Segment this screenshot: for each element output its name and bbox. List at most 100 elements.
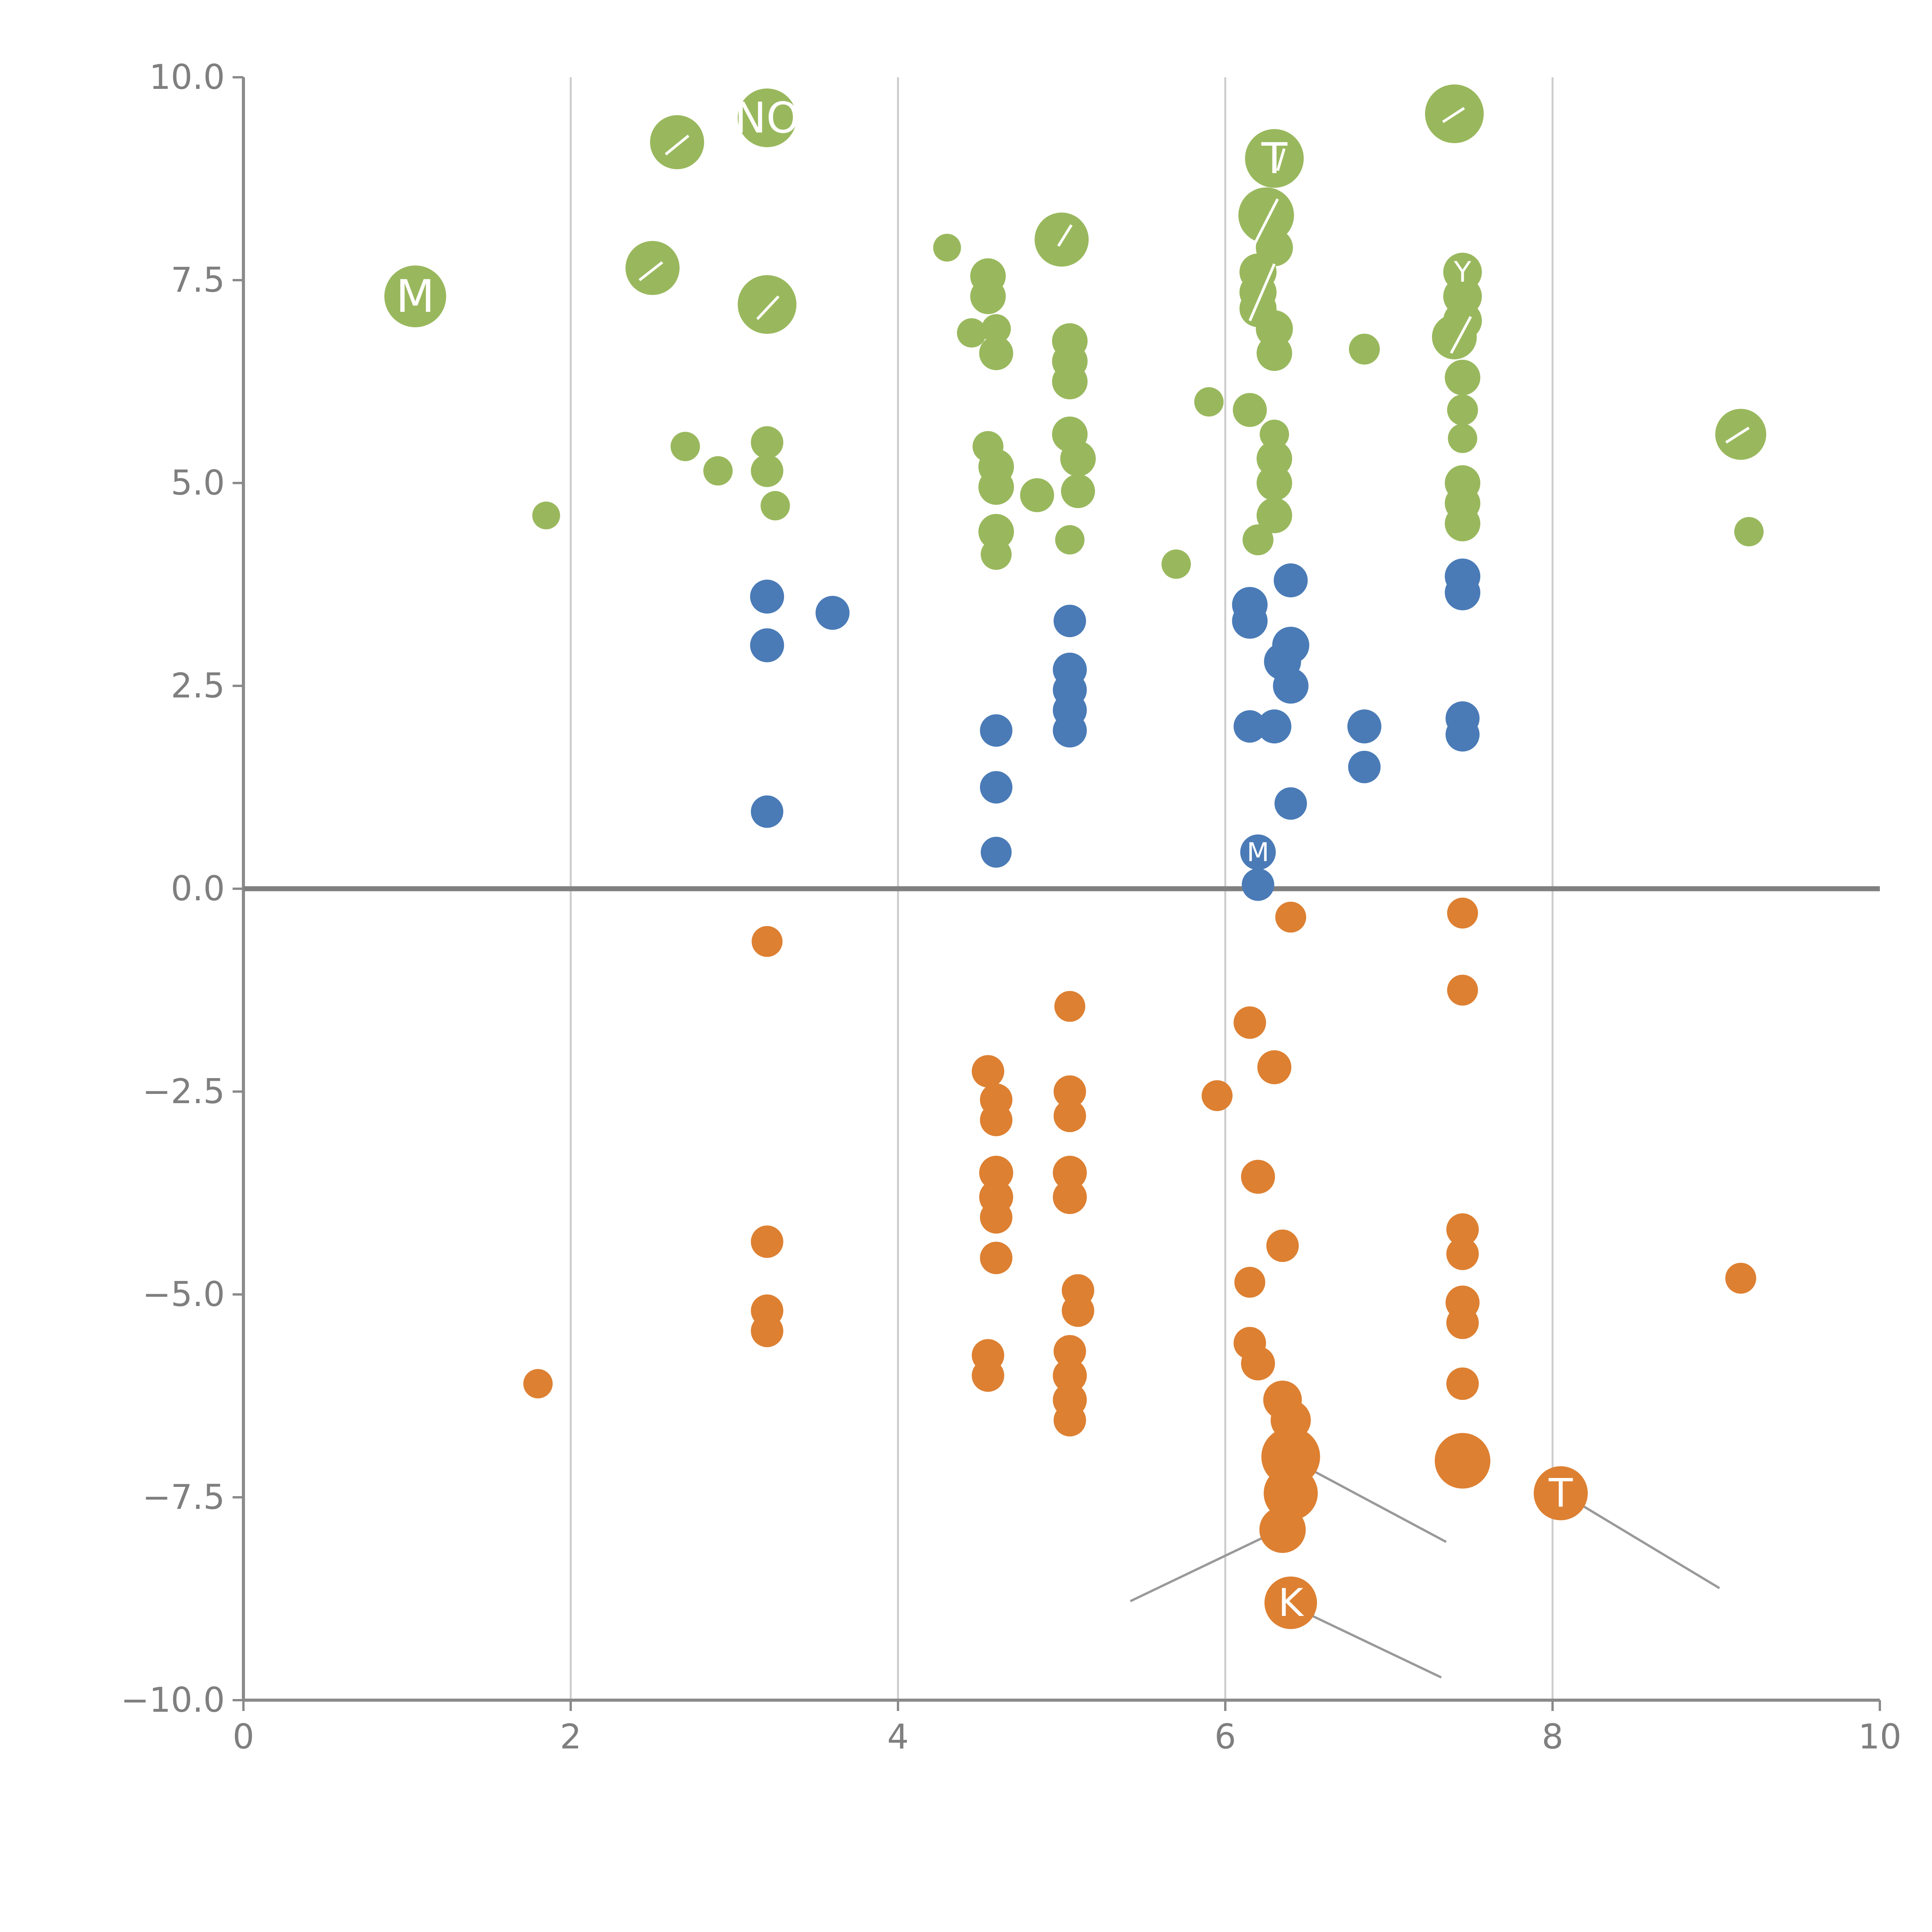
- data-point-green: [760, 491, 790, 520]
- data-point-orange: [980, 1242, 1013, 1274]
- data-point-green: [650, 115, 704, 169]
- data-point-blue: [815, 596, 850, 630]
- bubble-white-tick: [756, 295, 780, 320]
- data-point-blue: [1232, 603, 1268, 639]
- data-point-green: [1445, 360, 1481, 395]
- data-point-orange: [1201, 1080, 1233, 1111]
- x-tick-label: 0: [233, 1717, 254, 1757]
- data-point-orange: [980, 1104, 1013, 1136]
- y-tick-label: 0.0: [171, 869, 225, 908]
- data-point-blue: [1274, 563, 1308, 597]
- data-point-orange: [752, 926, 783, 957]
- data-point-orange: [1446, 1238, 1479, 1270]
- bubble-white-tick: [638, 261, 663, 281]
- data-point-blue: [1347, 709, 1381, 743]
- data-point-orange: [980, 1201, 1013, 1234]
- data-point-orange: [1259, 1507, 1306, 1553]
- bubble-white-tick: [1248, 263, 1276, 321]
- data-point-blue: [750, 580, 784, 614]
- data-point-green: [1061, 474, 1095, 508]
- data-point-orange: [1534, 1466, 1588, 1520]
- data-point-blue: [1233, 710, 1266, 743]
- data-point-blue: [750, 628, 784, 662]
- data-point-green: [1161, 549, 1191, 579]
- data-point-green: [670, 432, 700, 461]
- data-point-orange: [1061, 1294, 1094, 1327]
- data-point-green: [1233, 393, 1267, 427]
- data-point-orange: [1053, 1359, 1087, 1393]
- data-point-green: [703, 456, 733, 486]
- data-point-green: [957, 318, 986, 348]
- data-point-green: [1257, 335, 1293, 371]
- data-point-orange: [751, 1225, 784, 1258]
- data-point-blue: [1348, 751, 1381, 783]
- data-point-orange: [1241, 1346, 1275, 1381]
- data-point-green: [1238, 187, 1294, 243]
- data-point-green: [978, 514, 1014, 549]
- data-point-orange: [1053, 1100, 1086, 1132]
- bubble-label: M: [396, 270, 435, 323]
- data-point-orange: [1241, 1160, 1275, 1194]
- data-point-blue: [1273, 668, 1309, 704]
- data-point-orange: [1233, 1006, 1266, 1039]
- data-point-green: [978, 469, 1014, 505]
- data-point-orange: [1234, 1267, 1265, 1298]
- bubble-label: T: [1548, 1471, 1573, 1517]
- data-point-blue: [1446, 718, 1480, 752]
- y-tick-label: 5.0: [171, 463, 225, 503]
- data-point-orange: [1053, 1075, 1086, 1108]
- data-point-green: [1257, 465, 1293, 501]
- data-point-orange: [1264, 1577, 1317, 1629]
- data-point-blue: [1240, 834, 1276, 870]
- data-point-green: [1020, 478, 1054, 512]
- bubble-label: NO: [735, 93, 800, 143]
- data-point-blue: [751, 795, 784, 828]
- y-tick-label: −5.0: [142, 1274, 225, 1314]
- data-point-blue: [1445, 575, 1481, 611]
- data-point-orange: [1275, 901, 1306, 933]
- data-point-orange: [1264, 1466, 1318, 1520]
- data-point-orange: [971, 1359, 1004, 1392]
- data-point-green: [384, 265, 446, 327]
- bubble-white-tick: [1057, 224, 1073, 247]
- bubble-label: Y: [1454, 256, 1471, 289]
- data-point-orange: [1053, 1335, 1086, 1367]
- data-point-green: [1242, 524, 1274, 555]
- data-point-blue: [980, 771, 1013, 804]
- data-point-green: [979, 336, 1014, 370]
- bubble-white-tick: [1442, 107, 1465, 123]
- bubble-white-tick: [1253, 198, 1279, 245]
- data-point-orange: [1447, 975, 1478, 1006]
- data-point-blue: [1242, 868, 1274, 901]
- data-point-orange: [1446, 1306, 1479, 1339]
- x-tick-label: 6: [1214, 1717, 1236, 1757]
- data-point-green: [1349, 333, 1380, 365]
- annotation-line: [1310, 1614, 1442, 1679]
- data-point-green: [1447, 395, 1478, 425]
- x-tick-label: 4: [887, 1717, 909, 1757]
- data-point-orange: [523, 1369, 553, 1398]
- data-point-green: [1245, 129, 1304, 188]
- bubble-label: T: [1261, 134, 1287, 183]
- data-point-green: [970, 279, 1006, 314]
- data-point-orange: [971, 1055, 1004, 1088]
- data-point-blue: [1053, 713, 1087, 748]
- x-tick-label: 8: [1542, 1717, 1563, 1757]
- data-point-green: [625, 241, 680, 295]
- data-point-orange: [1053, 1180, 1087, 1214]
- data-point-green: [981, 539, 1012, 570]
- y-tick-label: 7.5: [171, 260, 225, 300]
- data-point-green: [751, 454, 784, 487]
- bubble-white-tick: [1450, 316, 1472, 354]
- data-point-green: [1734, 517, 1764, 546]
- bubble-white-tick: [1725, 427, 1750, 444]
- data-point-orange: [1053, 1404, 1086, 1437]
- data-point-green: [1448, 423, 1478, 453]
- data-point-blue: [980, 714, 1013, 747]
- data-point-green: [1432, 315, 1477, 359]
- data-point-orange: [1266, 1230, 1299, 1262]
- y-tick-label: −10.0: [121, 1680, 225, 1720]
- data-point-green: [1260, 420, 1289, 449]
- data-point-green: [1052, 364, 1088, 400]
